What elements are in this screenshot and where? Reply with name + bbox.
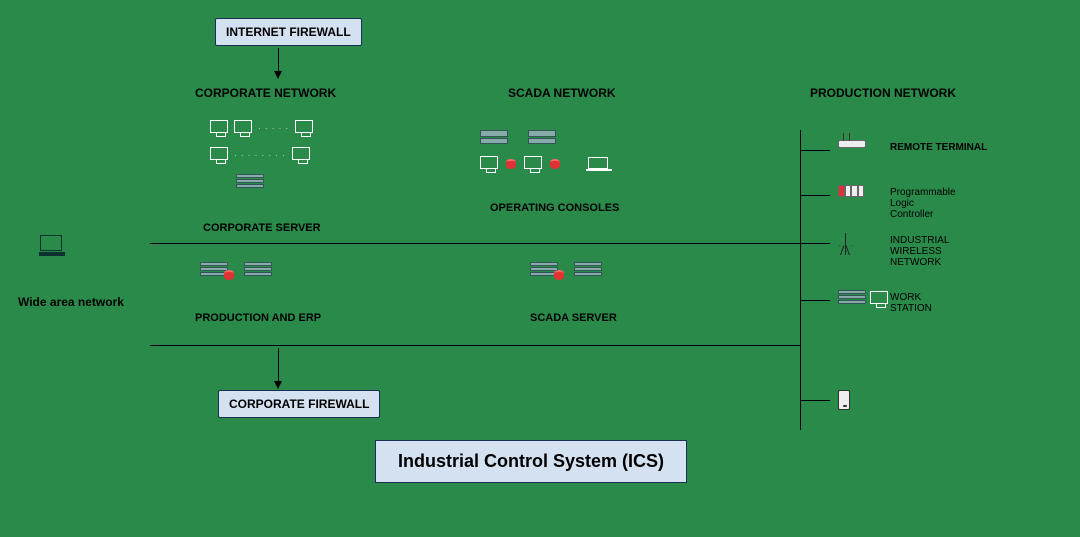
hline-2	[150, 345, 800, 346]
header-scada: SCADA NETWORK	[508, 86, 616, 100]
monitor-icon	[480, 156, 498, 169]
server-rack-icon	[480, 130, 508, 144]
monitor-icon	[295, 120, 313, 133]
operating-consoles-label: OPERATING CONSOLES	[490, 202, 619, 214]
dots-icon: · · · · ·	[258, 124, 289, 133]
header-corporate: CORPORATE NETWORK	[195, 86, 336, 100]
work-station-label: WORK STATION	[890, 292, 932, 314]
monitor-icon	[210, 120, 228, 133]
remote-terminal-label: REMOTE TERMINAL	[890, 142, 987, 153]
server-rack-icon	[244, 262, 272, 276]
scada-server-cluster	[530, 262, 602, 276]
scada-server-label: SCADA SERVER	[530, 312, 617, 324]
monitor-icon	[292, 147, 310, 160]
server-rack-icon	[574, 262, 602, 276]
arrow-firewall-to-corp	[278, 48, 279, 78]
production-branch-line	[800, 243, 830, 244]
production-branch-line	[800, 195, 830, 196]
production-erp-label: PRODUCTION AND ERP	[195, 312, 321, 324]
industrial-wireless-label: INDUSTRIAL WIRELESS NETWORK	[890, 235, 949, 268]
red-cylinder-icon	[550, 159, 560, 169]
wan-label: Wide area network	[18, 295, 124, 309]
server-rack-icon	[528, 130, 556, 144]
scada-cluster	[480, 130, 608, 169]
production-branch-line	[800, 400, 830, 401]
dots-icon: · · · · · · · ·	[234, 151, 286, 160]
remote-terminal-icon	[838, 140, 866, 148]
corporate-firewall-box: CORPORATE FIREWALL	[218, 390, 380, 418]
production-trunk-line	[800, 130, 801, 430]
plc-icon	[838, 185, 864, 197]
production-erp-cluster	[200, 262, 272, 276]
corporate-server-label: CORPORATE SERVER	[203, 222, 321, 234]
industrial-wireless-icon	[838, 233, 852, 255]
monitor-icon	[524, 156, 542, 169]
red-cylinder-icon	[224, 270, 234, 280]
hline-1	[150, 243, 800, 244]
corporate-cluster: · · · · · · · · · · · · ·	[210, 120, 313, 188]
title-box: Industrial Control System (ICS)	[375, 440, 687, 483]
wan-computer-icon	[40, 235, 62, 251]
arrow-to-corp-firewall	[278, 348, 279, 388]
production-branch-line	[800, 150, 830, 151]
work-station-icon	[838, 290, 888, 304]
diagram-canvas: INTERNET FIREWALL CORPORATE NETWORK SCAD…	[0, 0, 1080, 537]
header-production: PRODUCTION NETWORK	[810, 86, 956, 100]
monitor-icon	[234, 120, 252, 133]
internet-firewall-box: INTERNET FIREWALL	[215, 18, 362, 46]
laptop-icon	[588, 157, 608, 169]
red-cylinder-icon	[554, 270, 564, 280]
mobile-icon	[838, 390, 850, 410]
production-branch-line	[800, 300, 830, 301]
monitor-icon	[210, 147, 228, 160]
red-cylinder-icon	[506, 159, 516, 169]
server-rack-icon	[236, 174, 264, 188]
plc-label: Programmable Logic Controller	[890, 187, 956, 220]
